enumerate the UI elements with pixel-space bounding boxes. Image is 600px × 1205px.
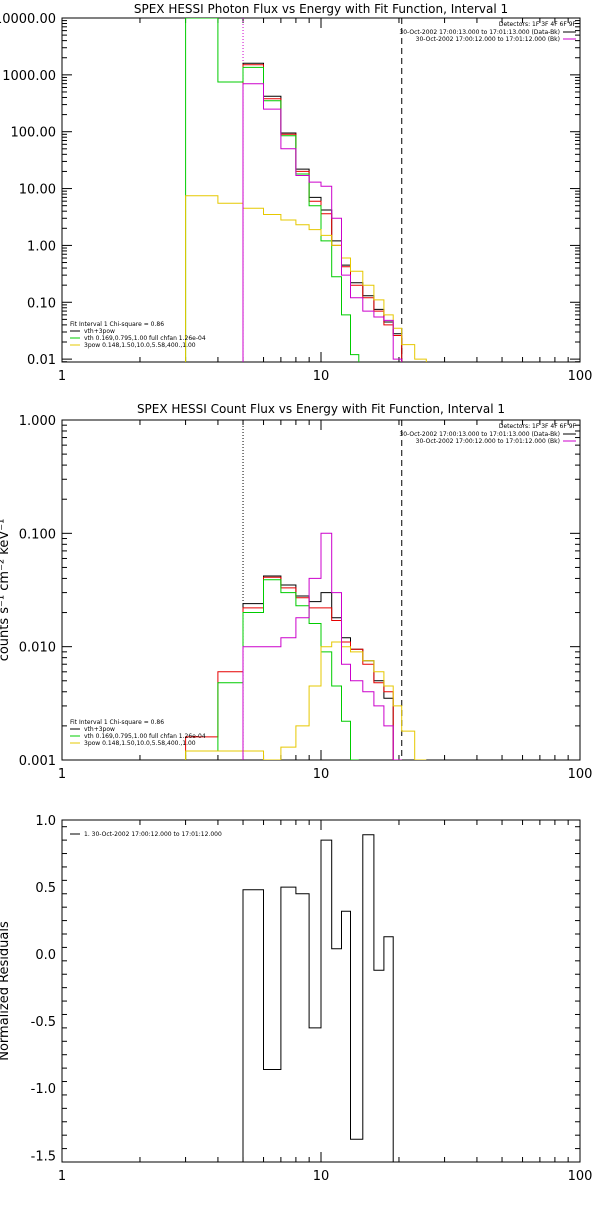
y-tick-label: 0.01: [27, 353, 56, 368]
series-line: [185, 641, 427, 760]
x-tick-label: 100: [568, 369, 593, 384]
chart-title: SPEX HESSI Count Flux vs Energy with Fit…: [137, 402, 505, 416]
x-tick-label: 1: [58, 1169, 66, 1184]
fit-interval-label: Fit Interval 1 Chi-square = 0.86: [70, 719, 164, 726]
legend-entry: vth+3pow: [84, 328, 115, 335]
y-tick-label: 1.000: [19, 414, 56, 429]
y-tick-label: 1000.00: [2, 69, 56, 84]
legend-entry: vth 0.169,0.795,1.00 full chfan 1.26e-04: [84, 335, 206, 342]
detectors-label: Detectors: 1F 3F 4F 6F 9F: [499, 423, 577, 430]
detectors-label: Detectors: 1F 3F 4F 6F 9F: [499, 21, 577, 28]
series-line: [242, 532, 402, 760]
time-interval-label: 30-Oct-2002 17:00:12.000 to 17:01:12.000…: [416, 438, 560, 445]
series-group: [185, 18, 427, 362]
legend-entry: vth 0.169,0.795,1.00 full chfan 1.26e-04: [84, 733, 206, 740]
x-tick-label: 100: [568, 1169, 593, 1184]
y-tick-label: 1.00: [27, 239, 56, 254]
fit-interval-label: Fit Interval 1 Chi-square = 0.86: [70, 321, 164, 328]
series-line: [185, 579, 359, 760]
y-tick-label: 0.0: [35, 948, 56, 963]
x-tick-label: 10: [313, 767, 330, 782]
series-group: [185, 532, 427, 760]
y-tick-label: -1.0: [31, 1082, 56, 1097]
plot-frame: [61, 17, 581, 363]
series-line: [185, 18, 360, 362]
series-group: [242, 834, 402, 1162]
chart-panel-2: SPEX HESSI Count Flux vs Energy with Fit…: [0, 402, 592, 782]
legend-entry: 3pow 0.148,1.50,10.0,5.58,400.,1.00: [84, 740, 196, 747]
x-tick-label: 10: [313, 1169, 330, 1184]
series-line: [242, 834, 402, 1162]
x-tick-label: 10: [313, 369, 330, 384]
series-line: [242, 575, 402, 760]
time-interval-label: 30-Oct-2002 17:00:13.000 to 17:01:13.000…: [399, 29, 560, 36]
x-tick-label: 1: [58, 369, 66, 384]
y-tick-label: 100.00: [11, 126, 57, 141]
y-tick-label: 10000.00: [0, 12, 56, 27]
legend-entry: 3pow 0.148,1.50,10.0,5.58,400.,1.00: [84, 342, 196, 349]
time-interval-label: 30-Oct-2002 17:00:13.000 to 17:01:13.000…: [399, 431, 560, 438]
y-tick-label: 0.010: [19, 641, 56, 656]
time-interval-label: 30-Oct-2002 17:00:12.000 to 17:01:12.000…: [416, 36, 560, 43]
x-tick-label: 1: [58, 767, 66, 782]
series-line: [242, 83, 403, 362]
x-tick-label: 100: [568, 767, 593, 782]
chart-panel-1: SPEX HESSI Photon Flux vs Energy with Fi…: [0, 2, 592, 384]
chart-panel-3: Normalized Residuals 1 10 100 -1.5 -1.0 -0.5 0.…: [0, 814, 592, 1184]
y-tick-label: 0.5: [35, 881, 56, 896]
y-tick-label: 0.100: [19, 527, 56, 542]
y-tick-label: 0.10: [27, 296, 56, 311]
chart-title: SPEX HESSI Photon Flux vs Energy with Fi…: [134, 2, 508, 16]
y-tick-label: -0.5: [31, 1015, 56, 1030]
y-tick-label: 1.0: [35, 814, 56, 829]
y-axis-label: Normalized Residuals: [0, 921, 12, 1061]
legend-entry: 1. 30-Oct-2002 17:00:12.000 to 17:01:12.…: [84, 831, 222, 838]
legend-entry: vth+3pow: [84, 726, 115, 733]
y-tick-label: 0.001: [19, 754, 56, 769]
y-axis-label: counts s⁻¹ cm⁻² keV⁻¹: [0, 519, 12, 662]
y-tick-label: -1.5: [31, 1149, 56, 1164]
y-tick-label: 10.00: [19, 183, 56, 198]
series-line: [185, 195, 427, 362]
plot-frame: [61, 419, 581, 761]
